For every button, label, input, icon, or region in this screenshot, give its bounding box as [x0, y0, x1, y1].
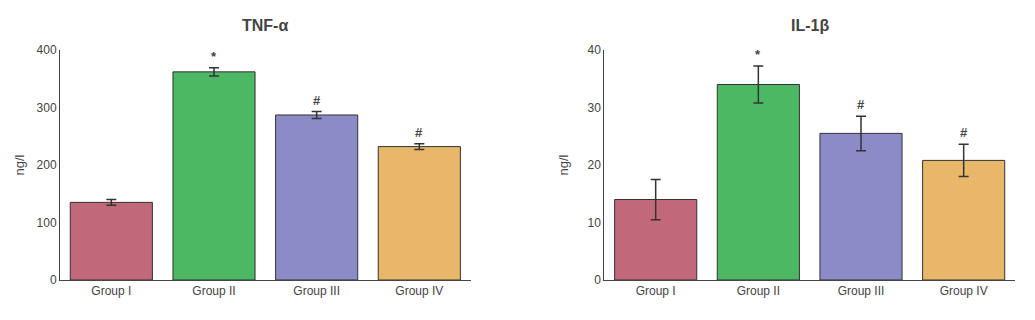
svg-text:0: 0 — [50, 273, 57, 287]
svg-text:*: * — [755, 47, 761, 62]
svg-text:Group II: Group II — [192, 284, 235, 298]
svg-text:#: # — [313, 93, 321, 108]
svg-text:IL-1β: IL-1β — [791, 17, 829, 34]
svg-text:400: 400 — [37, 43, 57, 57]
svg-text:#: # — [960, 125, 968, 140]
svg-text:10: 10 — [588, 216, 602, 230]
svg-text:#: # — [857, 97, 865, 112]
svg-text:20: 20 — [588, 158, 602, 172]
svg-text:*: * — [211, 49, 217, 64]
svg-text:Group I: Group I — [636, 284, 676, 298]
svg-text:Group IV: Group IV — [940, 284, 988, 298]
svg-text:Group III: Group III — [293, 284, 340, 298]
svg-text:200: 200 — [37, 158, 57, 172]
svg-text:100: 100 — [37, 216, 57, 230]
svg-text:ng/l: ng/l — [12, 154, 27, 175]
svg-text:0: 0 — [594, 273, 601, 287]
svg-text:TNF-α: TNF-α — [242, 17, 288, 34]
svg-text:300: 300 — [37, 101, 57, 115]
svg-text:30: 30 — [588, 101, 602, 115]
svg-text:Group II: Group II — [737, 284, 780, 298]
svg-text:Group I: Group I — [91, 284, 131, 298]
svg-text:ng/l: ng/l — [556, 154, 571, 175]
svg-text:40: 40 — [588, 43, 602, 57]
svg-text:Group IV: Group IV — [395, 284, 443, 298]
svg-text:Group III: Group III — [838, 284, 885, 298]
svg-text:#: # — [415, 125, 423, 140]
